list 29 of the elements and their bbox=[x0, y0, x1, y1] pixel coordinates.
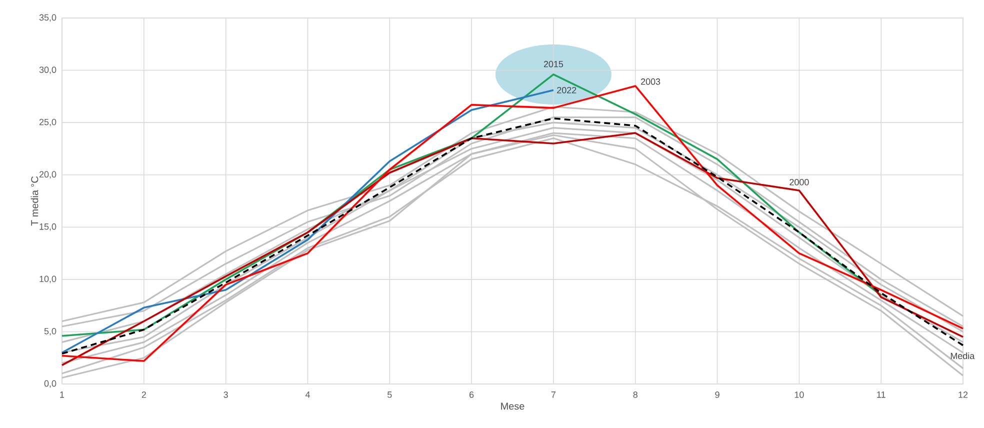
x-tick-label: 2 bbox=[142, 392, 146, 398]
x-tick-label: 11 bbox=[877, 392, 886, 398]
y-tick-label: 10,0 bbox=[40, 276, 56, 284]
y-tick-label: 30,0 bbox=[39, 66, 56, 74]
x-tick-label: 5 bbox=[388, 392, 392, 398]
x-tick-label: 3 bbox=[224, 392, 228, 398]
x-tick-label: 9 bbox=[715, 392, 720, 398]
x-axis-title: Mese bbox=[501, 402, 524, 410]
y-tick-label: 15,0 bbox=[40, 223, 56, 231]
x-tick-label: 6 bbox=[470, 392, 474, 398]
series-label: 2015 bbox=[544, 60, 564, 68]
y-tick-label: 0,0 bbox=[44, 380, 56, 388]
series-label: 2000 bbox=[790, 178, 809, 186]
x-tick-label: 10 bbox=[794, 392, 804, 398]
y-tick-label: 20,0 bbox=[39, 171, 56, 179]
line-series bbox=[61, 74, 882, 337]
y-tick-label: 25,0 bbox=[39, 118, 56, 126]
x-tick-label: 7 bbox=[551, 392, 556, 398]
series-label: 2022 bbox=[557, 86, 576, 94]
line-series bbox=[61, 89, 554, 354]
y-axis-title: T media °C bbox=[30, 176, 38, 226]
x-tick-label: 12 bbox=[958, 392, 968, 398]
x-tick-label: 1 bbox=[60, 392, 64, 398]
y-tick-label: 35,0 bbox=[39, 14, 56, 22]
y-tick-label: 5,0 bbox=[44, 328, 56, 336]
x-tick-label: 4 bbox=[305, 392, 310, 398]
series-label: 2003 bbox=[641, 78, 660, 85]
x-tick-label: 8 bbox=[633, 392, 638, 398]
series-label: Media bbox=[950, 352, 975, 360]
